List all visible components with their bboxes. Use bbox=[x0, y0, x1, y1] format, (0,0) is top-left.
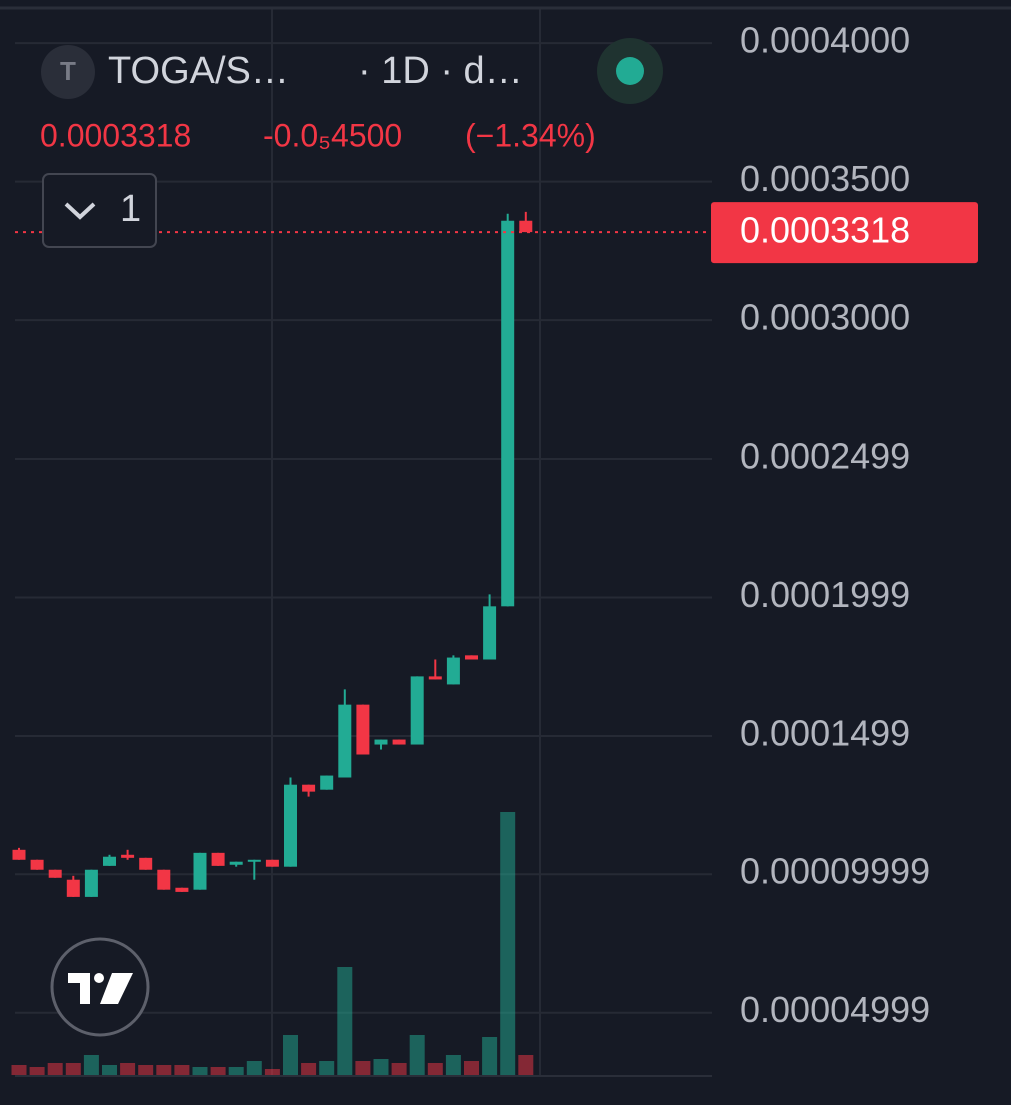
candle-body bbox=[465, 655, 478, 660]
candle-body bbox=[392, 739, 406, 745]
volume-bar bbox=[65, 1063, 81, 1075]
candle-body bbox=[84, 869, 98, 897]
logo-mark bbox=[100, 973, 133, 1004]
candle-body bbox=[320, 775, 334, 790]
volume-bar bbox=[192, 1067, 208, 1075]
candle-body bbox=[157, 869, 171, 890]
change: -0.0₅4500 bbox=[263, 117, 402, 153]
y-tick-label: 0.0001499 bbox=[740, 712, 910, 753]
volume-bar bbox=[283, 1035, 298, 1075]
header: T TOGA/S… · 1D · d… 0.0003318 -0.0₅4500 … bbox=[40, 38, 663, 248]
candle-body bbox=[374, 739, 388, 745]
candle-body bbox=[356, 704, 370, 755]
volume-bar bbox=[319, 1061, 335, 1075]
volume-bar bbox=[373, 1059, 389, 1075]
volume-bar bbox=[391, 1063, 407, 1075]
candle-body bbox=[338, 704, 352, 778]
candle-body bbox=[211, 852, 225, 866]
candle-body bbox=[229, 861, 243, 865]
candle-body bbox=[48, 869, 62, 878]
volume-bar bbox=[264, 1069, 280, 1075]
volume-bar bbox=[464, 1061, 479, 1075]
volume-bar bbox=[102, 1065, 117, 1075]
status-dot bbox=[616, 57, 644, 85]
last-price-tag bbox=[711, 202, 978, 264]
volume-bar bbox=[445, 1055, 461, 1075]
price: 0.0003318 bbox=[40, 117, 191, 153]
volume-bar bbox=[174, 1065, 190, 1075]
chevron-icon bbox=[64, 202, 96, 220]
y-tick-label: 0.00004999 bbox=[740, 989, 930, 1030]
volume-bar bbox=[120, 1063, 136, 1075]
symbol[interactable]: TOGA/S… bbox=[108, 50, 289, 92]
y-tick-label: 0.0003000 bbox=[740, 297, 910, 338]
logo-circle bbox=[50, 937, 150, 1037]
candle-body bbox=[103, 856, 116, 866]
tradingview-logo[interactable] bbox=[50, 937, 150, 1037]
candle-body bbox=[247, 859, 261, 862]
volume-bar bbox=[11, 1065, 27, 1075]
candle-body bbox=[446, 657, 460, 685]
collapse-button[interactable] bbox=[42, 173, 157, 248]
volume-bar bbox=[138, 1065, 154, 1075]
candle-body bbox=[428, 676, 442, 680]
candle-body bbox=[30, 859, 44, 870]
volume-bar bbox=[500, 812, 516, 1075]
candle-body bbox=[175, 887, 189, 892]
y-tick-label: 0.0004000 bbox=[740, 20, 910, 61]
volume-bar bbox=[337, 967, 353, 1075]
candle-body bbox=[410, 676, 424, 745]
candle-body bbox=[483, 606, 497, 660]
volume-bar bbox=[518, 1055, 534, 1075]
symbol-icon-letter: T bbox=[60, 56, 76, 86]
y-tick-label: 0.00009999 bbox=[740, 851, 930, 892]
candle-body bbox=[121, 854, 135, 858]
candle-body bbox=[12, 849, 26, 860]
candle-body bbox=[139, 857, 153, 870]
interval[interactable]: · 1D · d… bbox=[358, 50, 523, 92]
candle-body bbox=[66, 879, 80, 897]
volume-bar bbox=[482, 1037, 498, 1075]
last-price-label: 0.0003318 bbox=[740, 210, 910, 251]
volume-bar bbox=[228, 1067, 244, 1075]
logo-mark bbox=[68, 973, 90, 1004]
candle-body bbox=[265, 859, 279, 867]
change-percent: (−1.34%) bbox=[465, 117, 596, 153]
volume-bar bbox=[246, 1061, 262, 1075]
candle-body bbox=[302, 784, 316, 792]
y-tick-label: 0.0003500 bbox=[740, 158, 910, 199]
symbol-icon bbox=[41, 45, 95, 99]
collapse-count: 1 bbox=[120, 188, 141, 230]
volume-bar bbox=[409, 1035, 425, 1075]
candle-body bbox=[519, 220, 533, 233]
volume-bar bbox=[210, 1067, 226, 1075]
volume-bar bbox=[355, 1061, 371, 1075]
candle-body bbox=[193, 852, 207, 890]
y-tick-label: 0.0001999 bbox=[740, 574, 910, 615]
volume-bar bbox=[47, 1063, 63, 1075]
logo-dot bbox=[94, 973, 104, 983]
candle-body bbox=[284, 784, 297, 867]
volume-bar bbox=[83, 1055, 99, 1075]
candle-body bbox=[501, 220, 515, 607]
volume-bar bbox=[301, 1063, 317, 1075]
y-tick-label: 0.0002499 bbox=[740, 435, 910, 476]
volume-bar bbox=[156, 1065, 172, 1075]
volume-bar bbox=[427, 1063, 443, 1075]
volume-bar bbox=[29, 1067, 45, 1075]
